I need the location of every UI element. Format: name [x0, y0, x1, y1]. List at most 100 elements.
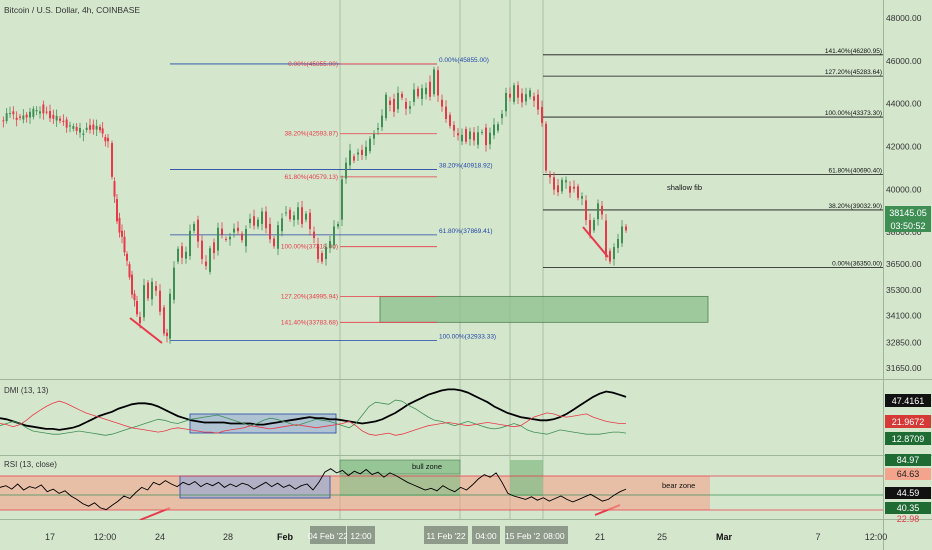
candle-body — [449, 115, 451, 126]
dmi-minus-value: 21.9672 — [892, 417, 925, 427]
candle-body — [233, 229, 235, 233]
candle-body — [143, 285, 145, 317]
candle-body — [505, 93, 507, 111]
date-badges: 04 Feb '22 12:00 11 Feb '22 04:00 15 Feb '22… — [308, 526, 568, 544]
candle-body — [417, 89, 419, 97]
fib-black-label: 141.40%(46280.95) — [825, 48, 882, 55]
candle-body — [221, 229, 223, 235]
candle-body — [389, 101, 391, 105]
candle-body — [107, 138, 109, 141]
countdown-value: 03:50:52 — [890, 221, 925, 231]
candle-body — [461, 135, 463, 141]
fib-red-label: 0.00%(45855.00) — [288, 61, 338, 68]
candle-body — [19, 116, 21, 117]
dmi-highlight-box[interactable] — [190, 414, 336, 433]
candle-body — [497, 124, 499, 130]
candle-body — [46, 112, 48, 113]
candle-body — [309, 213, 311, 229]
candle-body — [501, 114, 503, 118]
candle-body — [277, 225, 279, 249]
fib-red-label: 38.20%(42593.87) — [285, 131, 339, 138]
price-tick-label: 40000.00 — [886, 184, 922, 194]
rsi-level-value-3: 44.59 — [897, 488, 920, 498]
candle-body — [341, 179, 343, 219]
rsi-level-value-2: 64.63 — [897, 469, 920, 479]
candle-body — [39, 111, 41, 113]
time-tick-label: 12:00 — [94, 532, 117, 542]
candle-body — [151, 282, 153, 300]
candle-body — [453, 125, 455, 131]
candle-body — [493, 125, 495, 136]
candle-body — [465, 129, 467, 142]
candle-body — [89, 125, 91, 130]
candle-body — [609, 251, 611, 262]
candle-body — [541, 107, 543, 123]
candle-body — [126, 254, 128, 261]
candle-body — [124, 237, 126, 252]
candle-body — [82, 133, 84, 134]
candle-body — [213, 242, 215, 253]
candle-body — [477, 132, 479, 144]
candle-body — [349, 150, 351, 165]
rsi-bull-zone-2[interactable] — [510, 460, 543, 496]
price-tick-label: 35300.00 — [886, 285, 922, 295]
candle-body — [329, 241, 331, 248]
candle-body — [134, 294, 136, 300]
candle-body — [261, 212, 263, 224]
fib-black-label: 61.80%(40690.40) — [829, 167, 883, 174]
candle-body — [537, 95, 539, 110]
candle-body — [257, 220, 259, 227]
candle-body — [553, 177, 555, 189]
date-badge-label: 15 Feb '22 — [505, 531, 545, 541]
candle-body — [293, 215, 295, 220]
candle-body — [9, 113, 11, 114]
candle-body — [119, 218, 121, 233]
demand-zone[interactable] — [380, 296, 708, 322]
candle-body — [139, 317, 141, 323]
candle-body — [361, 150, 363, 155]
candle-body — [405, 102, 407, 109]
candle-body — [589, 220, 591, 235]
candle-body — [185, 252, 187, 259]
dmi-plus-value: 12.8709 — [892, 434, 925, 444]
candle-body — [413, 89, 415, 101]
rsi-level-value-1: 84.97 — [897, 455, 920, 465]
candle-body — [177, 249, 179, 262]
time-tick-label: Feb — [277, 532, 294, 542]
candle-body — [155, 286, 157, 291]
candle-body — [485, 128, 487, 146]
time-tick-label: 25 — [657, 532, 667, 542]
candle-body — [241, 234, 243, 240]
candle-body — [92, 125, 94, 130]
candle-body — [321, 253, 323, 262]
candle-body — [585, 200, 587, 220]
candle-body — [96, 126, 98, 130]
candle-body — [181, 246, 183, 258]
candle-body — [365, 147, 367, 156]
candle-body — [99, 127, 101, 130]
candle-body — [102, 128, 104, 133]
candle-body — [76, 127, 78, 131]
candle-body — [549, 175, 551, 178]
candle-body — [457, 133, 459, 135]
candle-body — [36, 110, 38, 111]
rsi-level-value-4: 40.35 — [897, 503, 920, 513]
candle-body — [529, 90, 531, 96]
candle-body — [42, 104, 44, 113]
bull-zone-label: bull zone — [412, 462, 442, 471]
fib-black-label: 100.00%(43373.30) — [825, 110, 882, 117]
candle-body — [225, 239, 227, 240]
candle-body — [613, 247, 615, 259]
fib-black-label: 38.20%(39032.90) — [829, 203, 883, 210]
dmi-title: DMI (13, 13) — [4, 386, 49, 395]
candle-body — [401, 94, 403, 98]
candle-body — [12, 111, 14, 114]
candle-body — [169, 294, 171, 339]
candle-body — [481, 132, 483, 133]
candle-body — [281, 218, 283, 231]
candle-body — [397, 93, 399, 109]
candle-body — [521, 93, 523, 102]
price-tick-label: 42000.00 — [886, 141, 922, 151]
